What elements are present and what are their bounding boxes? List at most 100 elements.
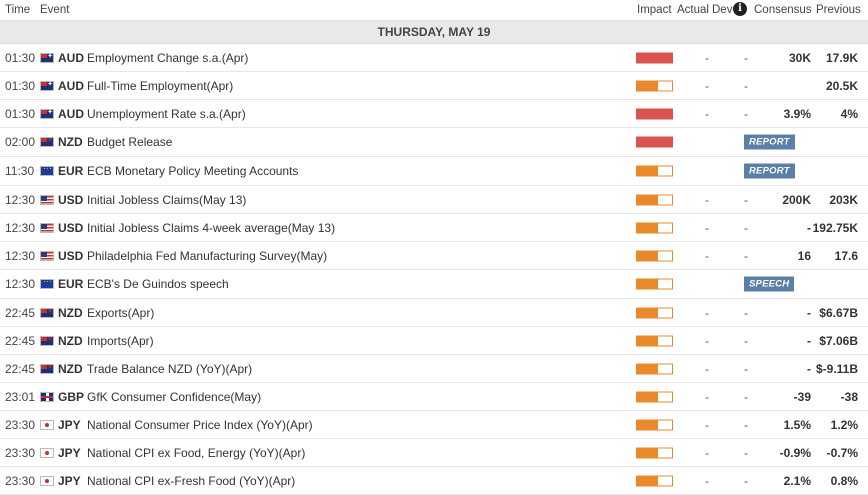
event-name[interactable]: Full-Time Employment(Apr) — [87, 78, 234, 93]
event-time: 01:30 — [5, 106, 36, 121]
currency-code: USD — [58, 220, 84, 235]
actual-value: - — [705, 78, 709, 93]
previous-value: 4% — [840, 106, 858, 121]
impact-fill — [637, 420, 658, 429]
event-time: 12:30 — [5, 248, 36, 263]
consensus-value: 200K — [782, 192, 811, 207]
nzd-flag-icon — [40, 363, 54, 374]
event-name[interactable]: National Consumer Price Index (YoY)(Apr) — [87, 417, 313, 432]
table-row[interactable]: 12:30 USD Initial Jobless Claims(May 13) - -… — [0, 186, 868, 214]
previous-value: 20.5K — [825, 78, 858, 93]
previous-value: $6.67B — [819, 305, 858, 320]
table-row[interactable]: 22:45NZDImports(Apr)---$7.06B — [0, 327, 868, 355]
header-previous[interactable]: Previous — [816, 4, 861, 16]
impact-indicator — [636, 278, 673, 290]
aud-flag-icon — [40, 52, 54, 63]
consensus-value: -0.9% — [779, 445, 811, 460]
event-name[interactable]: GfK Consumer Confidence(May) — [87, 389, 262, 404]
event-name[interactable]: Philadelphia Fed Manufacturing Survey(Ma… — [87, 248, 328, 263]
event-name[interactable]: ECB's De Guindos speech — [87, 277, 229, 291]
impact-fill — [637, 364, 658, 373]
deviation-value: - — [744, 361, 748, 376]
consensus-value: - — [807, 361, 811, 376]
table-row[interactable]: 23:30 JPY National Consumer Price Index (Y… — [0, 411, 868, 439]
impact-indicator — [636, 165, 673, 177]
event-name[interactable]: Employment Change s.a.(Apr) — [87, 50, 249, 65]
header-consensus[interactable]: Consensus — [754, 4, 812, 16]
deviation-value: - — [744, 220, 748, 235]
header-event[interactable]: Event — [40, 4, 70, 16]
event-name[interactable]: ECB Monetary Policy Meeting Accounts — [87, 164, 299, 178]
table-row[interactable]: 12:30 USD Initial Jobless Claims 4-week av… — [0, 214, 868, 242]
event-name[interactable]: Unemployment Rate s.a.(Apr) — [87, 106, 246, 121]
aud-flag-icon — [40, 80, 54, 91]
nzd-flag-icon — [40, 307, 54, 318]
actual-value: - — [705, 361, 709, 376]
impact-indicator — [636, 80, 673, 91]
header-time[interactable]: Time — [5, 4, 31, 16]
consensus-value: - — [807, 333, 811, 348]
day-header: THURSDAY, MAY 19 — [0, 21, 868, 44]
consensus-value: - — [807, 305, 811, 320]
impact-fill — [637, 166, 658, 176]
header-dev[interactable]: Dev — [712, 4, 733, 16]
header-actual[interactable]: Actual — [677, 4, 709, 16]
event-type-badge[interactable]: REPORT — [744, 163, 795, 179]
table-row[interactable]: 23:30 JPY National CPI ex Food, Energy (Yo… — [0, 439, 868, 467]
event-type-badge[interactable]: REPORT — [744, 134, 795, 150]
consensus-value: 16 — [797, 248, 811, 263]
nzd-flag-icon — [40, 335, 54, 346]
event-time: 02:00 — [5, 135, 36, 149]
currency-code: JPY — [58, 445, 81, 460]
nzd-flag-icon — [40, 137, 54, 147]
event-name[interactable]: Initial Jobless Claims 4-week average(Ma… — [87, 220, 336, 235]
consensus-value: -39 — [793, 389, 811, 404]
header-impact[interactable]: Impact — [637, 4, 672, 16]
event-time: 12:30 — [5, 277, 36, 291]
currency-code: AUD — [58, 78, 84, 93]
deviation-value: - — [744, 248, 748, 263]
deviation-value: - — [744, 50, 748, 65]
event-name[interactable]: Budget Release — [87, 135, 173, 149]
event-name[interactable]: Exports(Apr) — [87, 305, 155, 320]
impact-indicator — [636, 108, 673, 119]
table-row[interactable]: 23:01 GBP GfK Consumer Confidence(May) - - -3… — [0, 383, 868, 411]
event-name[interactable]: Trade Balance NZD (YoY)(Apr) — [87, 361, 253, 376]
previous-value: $-9.11B — [815, 361, 858, 376]
impact-fill — [637, 137, 672, 147]
usd-flag-icon — [40, 194, 54, 205]
usd-flag-icon — [40, 222, 54, 233]
currency-code: GBP — [58, 389, 85, 404]
event-time: 23:30 — [5, 445, 36, 460]
event-type-badge[interactable]: SPEECH — [744, 276, 795, 292]
event-time: 23:30 — [5, 473, 36, 488]
jpy-flag-icon — [40, 419, 54, 430]
table-row[interactable]: 22:45NZDTrade Balance NZD (YoY)(Apr)---$… — [0, 355, 868, 383]
previous-value: $7.06B — [819, 333, 858, 348]
deviation-value: - — [744, 473, 748, 488]
impact-fill — [637, 308, 658, 317]
table-row[interactable]: 22:45NZDExports(Apr)---$6.67B — [0, 299, 868, 327]
actual-value: - — [705, 50, 709, 65]
impact-indicator — [636, 391, 673, 402]
event-time: 23:30 — [5, 417, 36, 432]
event-name[interactable]: National CPI ex-Fresh Food (YoY)(Apr) — [87, 473, 296, 488]
impact-fill — [637, 109, 672, 118]
table-row[interactable]: 23:30 JPY National CPI ex-Fresh Food (YoY)… — [0, 467, 868, 495]
event-name[interactable]: National CPI ex Food, Energy (YoY)(Apr) — [87, 445, 306, 460]
info-icon[interactable]: i — [733, 2, 747, 16]
deviation-value: - — [744, 417, 748, 432]
impact-indicator — [636, 475, 673, 486]
currency-code: NZD — [58, 305, 83, 320]
event-name[interactable]: Imports(Apr) — [87, 333, 154, 348]
event-time: 01:30 — [5, 50, 36, 65]
event-name[interactable]: Initial Jobless Claims(May 13) — [87, 192, 247, 207]
table-row[interactable]: 12:30 USD Philadelphia Fed Manufacturing S… — [0, 242, 868, 270]
table-row[interactable]: 02:00 NZD Budget Release REPORT — [0, 128, 868, 157]
currency-code: AUD — [58, 106, 84, 121]
